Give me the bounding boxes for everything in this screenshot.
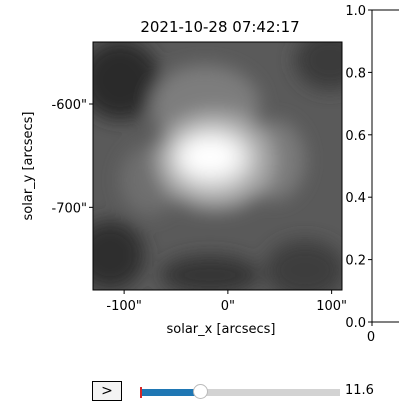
slider-start-marker	[140, 387, 142, 398]
heatmap-y-axis: -600" -700"	[52, 98, 93, 216]
y-axis-label: solar_y [arcsecs]	[21, 112, 36, 221]
right-y-tick-label: 0.6	[345, 129, 366, 144]
right-y-tick-label: 0.0	[345, 316, 366, 331]
x-tick-label: 0"	[221, 299, 235, 314]
right-y-tick-label: 0.8	[345, 66, 366, 81]
right-x-tick-label: 0	[367, 330, 375, 345]
time-slider[interactable]	[140, 384, 340, 400]
right-y-axis: 0.0 0.2 0.4 0.6 0.8 1.0	[345, 4, 372, 331]
x-tick-label: -100"	[106, 299, 141, 314]
right-y-tick-label: 1.0	[345, 4, 366, 19]
right-x-axis: 0	[367, 322, 375, 345]
x-tick-label: 100"	[316, 299, 347, 314]
y-tick-label: -700"	[52, 201, 87, 216]
slider-fill	[140, 389, 200, 396]
slider-handle[interactable]	[193, 384, 208, 399]
right-y-tick-label: 0.4	[345, 191, 366, 206]
heatmap-x-axis: -100" 0" 100"	[106, 290, 347, 314]
x-axis-label: solar_x [arcsecs]	[167, 322, 276, 337]
y-tick-label: -600"	[52, 98, 87, 113]
right-y-tick-label: 0.2	[345, 254, 366, 269]
chart-title: 2021-10-28 07:42:17	[140, 18, 299, 36]
solar-image	[75, 30, 365, 300]
play-button[interactable]: >	[92, 381, 122, 401]
slider-value: 11.6	[345, 383, 374, 398]
